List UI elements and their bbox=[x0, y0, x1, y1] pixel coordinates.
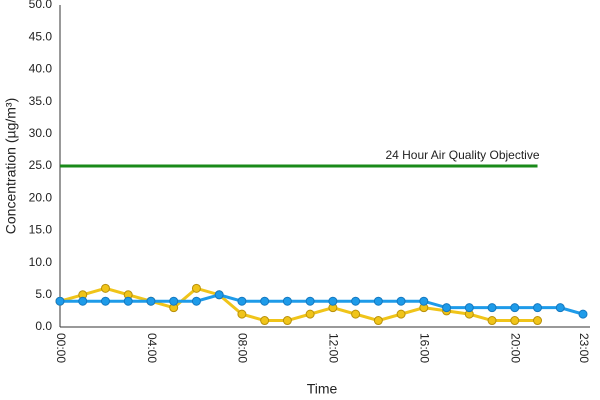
point bbox=[351, 296, 361, 306]
point bbox=[555, 303, 565, 313]
y-axis-label: Concentration (µg/m³) bbox=[3, 98, 19, 234]
x-tick-label: 12:00 bbox=[327, 333, 341, 363]
point bbox=[260, 316, 270, 326]
point bbox=[510, 303, 520, 313]
point bbox=[305, 296, 315, 306]
point bbox=[237, 296, 247, 306]
y-tick-label: 35.0 bbox=[29, 94, 53, 108]
point bbox=[305, 309, 315, 319]
x-tick-label: 00:00 bbox=[54, 333, 68, 363]
y-tick-label: 30.0 bbox=[29, 126, 53, 140]
point bbox=[123, 296, 133, 306]
y-tick-label: 40.0 bbox=[29, 62, 53, 76]
x-tick-label: 08:00 bbox=[236, 333, 250, 363]
point bbox=[533, 316, 543, 326]
annotation: 24 Hour Air Quality Objective bbox=[385, 148, 539, 162]
point bbox=[464, 303, 474, 313]
point bbox=[533, 303, 543, 313]
point bbox=[373, 316, 383, 326]
point bbox=[237, 309, 247, 319]
point bbox=[578, 309, 588, 319]
x-tick-label: 20:00 bbox=[509, 333, 523, 363]
point bbox=[487, 316, 497, 326]
point bbox=[396, 296, 406, 306]
y-tick-label: 15.0 bbox=[29, 223, 53, 237]
y-tick-label: 0.0 bbox=[35, 319, 52, 333]
x-tick-label: 23:00 bbox=[577, 333, 591, 363]
point bbox=[55, 296, 65, 306]
series-line bbox=[59, 286, 538, 323]
x-tick-label: 16:00 bbox=[418, 333, 432, 363]
point bbox=[169, 296, 179, 306]
point bbox=[487, 303, 497, 313]
point bbox=[260, 296, 270, 306]
point bbox=[146, 296, 156, 306]
point bbox=[510, 316, 520, 326]
point bbox=[78, 296, 88, 306]
y-tick-label: 20.0 bbox=[29, 190, 53, 204]
point bbox=[282, 296, 292, 306]
point bbox=[100, 296, 110, 306]
point bbox=[100, 283, 110, 293]
point bbox=[191, 296, 201, 306]
y-tick-label: 5.0 bbox=[35, 287, 52, 301]
point bbox=[419, 296, 429, 306]
y-tick-label: 10.0 bbox=[29, 255, 53, 269]
y-tick-label: 50.0 bbox=[29, 0, 53, 11]
x-axis-label: Time bbox=[307, 381, 338, 397]
point bbox=[191, 283, 201, 293]
y-tick-label: 45.0 bbox=[29, 29, 53, 43]
point bbox=[442, 303, 452, 313]
x-tick-label: 04:00 bbox=[145, 333, 159, 363]
point bbox=[396, 309, 406, 319]
point bbox=[351, 309, 361, 319]
point bbox=[373, 296, 383, 306]
y-tick-label: 25.0 bbox=[29, 158, 53, 172]
point bbox=[214, 290, 224, 300]
point bbox=[328, 296, 338, 306]
point bbox=[282, 316, 292, 326]
